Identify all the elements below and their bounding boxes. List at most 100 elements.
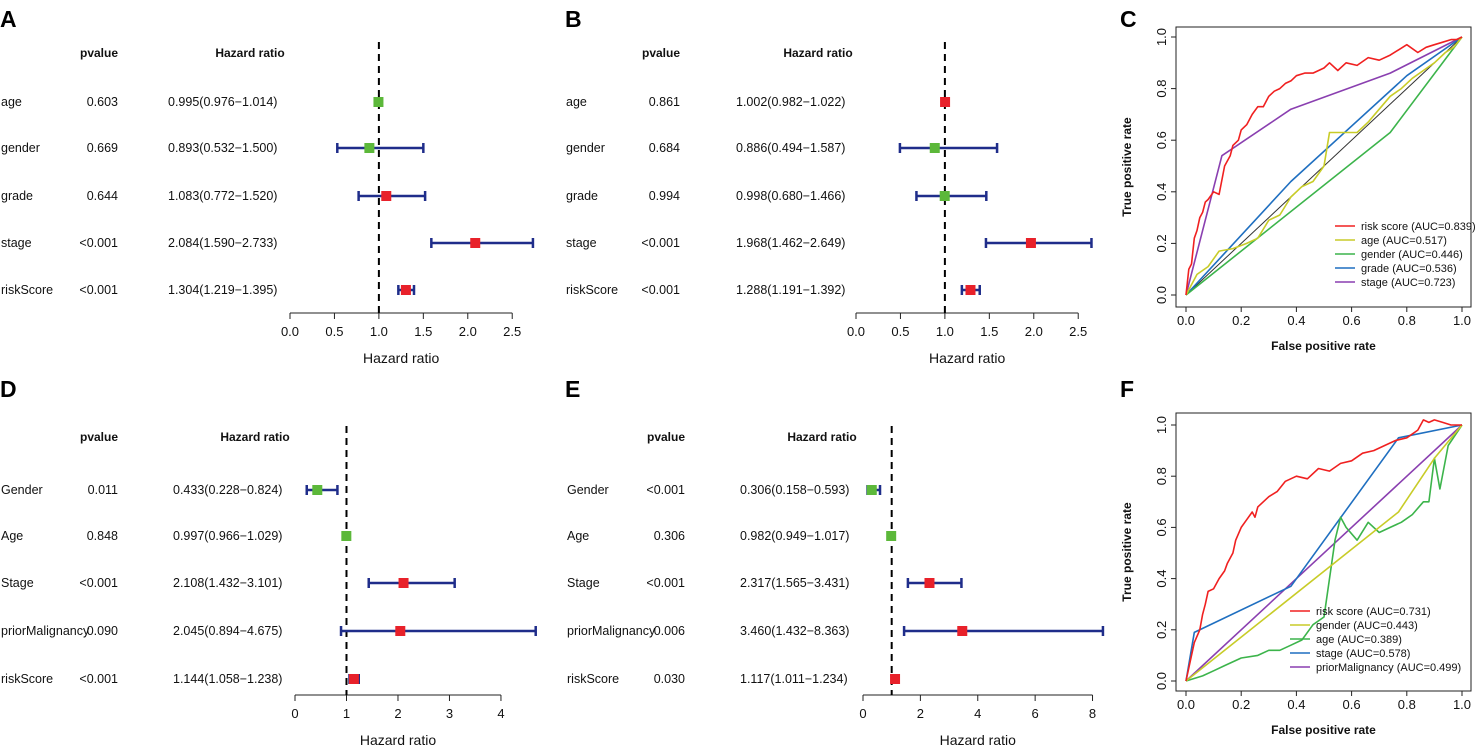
row-pvalue: 0.090	[87, 624, 118, 638]
legend-entry: risk score (AUC=0.839)	[1361, 221, 1475, 233]
x-tick-label: 0.8	[1398, 697, 1416, 712]
y-tick-label: 0.0	[1154, 672, 1169, 690]
hazard-ratio-marker	[312, 485, 323, 495]
panel-label: B	[565, 6, 582, 32]
x-axis-title: Hazard ratio	[360, 732, 436, 746]
roc-curve	[1185, 424, 1463, 682]
x-tick-label: 2	[917, 706, 924, 721]
row-pvalue: 0.861	[649, 95, 680, 109]
hazard-ratio-marker	[929, 143, 940, 153]
row-hazard-ratio: 3.460(1.432−8.363)	[740, 624, 849, 638]
row-label: priorMalignancy	[567, 624, 656, 638]
x-tick-label: 1.0	[1453, 697, 1471, 712]
panel-label: F	[1120, 376, 1134, 402]
hazard-ratio-marker	[381, 191, 392, 201]
x-tick-label: 0.0	[281, 324, 299, 339]
legend-entry: stage (AUC=0.723)	[1361, 277, 1455, 289]
x-tick-label: 0.4	[1287, 313, 1305, 328]
x-tick-label: 0	[859, 706, 866, 721]
panel-label: C	[1120, 6, 1137, 32]
legend-entry: age (AUC=0.389)	[1316, 634, 1402, 646]
panel-label: E	[565, 376, 580, 402]
row-hazard-ratio: 1.083(0.772−1.520)	[168, 189, 277, 203]
row-pvalue: <0.001	[79, 283, 118, 297]
x-tick-label: 4	[497, 706, 504, 721]
hazard-ratio-marker	[940, 97, 951, 107]
row-label: riskScore	[566, 283, 618, 297]
hazard-ratio-marker	[957, 626, 968, 636]
legend: risk score (AUC=0.839) age (AUC=0.517) gen…	[1335, 221, 1475, 289]
roc-curve	[1185, 424, 1463, 682]
row-hazard-ratio: 2.084(1.590−2.733)	[168, 236, 277, 250]
x-tick-label: 6	[1032, 706, 1039, 721]
y-tick-label: 0.2	[1154, 234, 1169, 252]
x-tick-label: 0.5	[325, 324, 343, 339]
row-label: age	[566, 95, 587, 109]
row-hazard-ratio: 1.304(1.219−1.395)	[168, 283, 277, 297]
x-tick-label: 2.5	[1069, 324, 1087, 339]
roc-curve	[1185, 419, 1462, 682]
hazard-ratio-marker	[348, 674, 359, 684]
row-pvalue: 0.603	[87, 95, 118, 109]
row-pvalue: <0.001	[641, 283, 680, 297]
hazard-ratio-marker	[1025, 238, 1036, 248]
row-label: Gender	[1, 483, 43, 497]
row-pvalue: 0.848	[87, 529, 118, 543]
x-tick-label: 0.5	[891, 324, 909, 339]
y-tick-label: 1.0	[1154, 28, 1169, 46]
hazard-ratio-marker	[364, 143, 375, 153]
row-pvalue: <0.001	[79, 576, 118, 590]
hazard-ratio-marker	[866, 485, 877, 495]
x-tick-label: 0.6	[1343, 697, 1361, 712]
hazard-ratio-marker	[470, 238, 481, 248]
row-label: gender	[1, 141, 40, 155]
row-label: Stage	[1, 576, 34, 590]
y-tick-label: 0.2	[1154, 621, 1169, 639]
legend-entry: gender (AUC=0.446)	[1361, 249, 1463, 261]
legend-entry: priorMalignancy (AUC=0.499)	[1316, 662, 1461, 674]
row-hazard-ratio: 0.995(0.976−1.014)	[168, 95, 277, 109]
x-tick-label: 8	[1089, 706, 1096, 721]
x-tick-label: 0.4	[1287, 697, 1305, 712]
row-hazard-ratio: 0.433(0.228−0.824)	[173, 483, 282, 497]
row-hazard-ratio: 1.968(1.462−2.649)	[736, 236, 845, 250]
x-tick-label: 1.0	[936, 324, 954, 339]
x-tick-label: 0.0	[847, 324, 865, 339]
x-tick-label: 0.2	[1232, 313, 1250, 328]
header-pvalue: pvalue	[80, 46, 118, 60]
legend-entry: gender (AUC=0.443)	[1316, 620, 1418, 632]
hazard-ratio-marker	[398, 578, 409, 588]
x-tick-label: 1.0	[370, 324, 388, 339]
y-tick-label: 0.8	[1154, 467, 1169, 485]
y-tick-label: 0.4	[1154, 183, 1169, 201]
x-tick-label: 0.0	[1177, 697, 1195, 712]
row-hazard-ratio: 0.886(0.494−1.587)	[736, 141, 845, 155]
y-tick-label: 0.6	[1154, 518, 1169, 536]
row-label: priorMalignancy	[1, 624, 90, 638]
row-label: age	[1, 95, 22, 109]
row-hazard-ratio: 0.982(0.949−1.017)	[740, 529, 849, 543]
hazard-ratio-marker	[373, 97, 384, 107]
roc-curve	[1185, 36, 1463, 296]
row-hazard-ratio: 0.893(0.532−1.500)	[168, 141, 277, 155]
x-axis-title: Hazard ratio	[363, 350, 439, 366]
roc-curve	[1185, 36, 1463, 296]
row-label: Age	[567, 529, 589, 543]
x-axis-title: False positive rate	[1271, 723, 1376, 737]
x-tick-label: 2.0	[459, 324, 477, 339]
row-label: riskScore	[1, 283, 53, 297]
x-tick-label: 1	[343, 706, 350, 721]
y-tick-label: 1.0	[1154, 416, 1169, 434]
row-hazard-ratio: 1.288(1.191−1.392)	[736, 283, 845, 297]
y-tick-label: 0.6	[1154, 131, 1169, 149]
x-tick-label: 1.5	[414, 324, 432, 339]
x-tick-label: 2.5	[503, 324, 521, 339]
x-axis-title: False positive rate	[1271, 339, 1376, 353]
row-pvalue: 0.306	[654, 529, 685, 543]
plot-frame	[1175, 26, 1472, 308]
row-hazard-ratio: 1.117(1.011−1.234)	[740, 672, 848, 686]
